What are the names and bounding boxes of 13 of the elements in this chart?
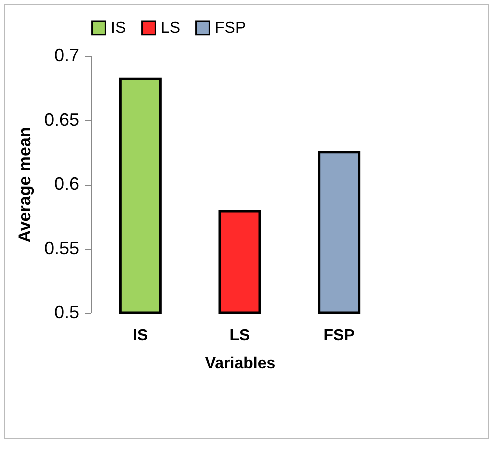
x-tick-label: LS <box>230 328 251 344</box>
y-tick-label: 0.7 <box>54 46 80 66</box>
y-tick-label: 0.55 <box>44 238 80 258</box>
y-axis-title: Average mean <box>15 127 34 243</box>
y-tick-label: 0.6 <box>54 174 80 194</box>
legend-label: IS <box>111 20 126 38</box>
y-tick-label: 0.65 <box>44 110 80 130</box>
x-tick-label: FSP <box>324 328 356 344</box>
x-tick-label: IS <box>133 328 149 344</box>
legend-label: LS <box>161 20 181 38</box>
x-axis-title: Variables <box>205 356 276 372</box>
legend-label: FSP <box>215 20 246 38</box>
y-tick-label: 0.5 <box>54 302 80 322</box>
